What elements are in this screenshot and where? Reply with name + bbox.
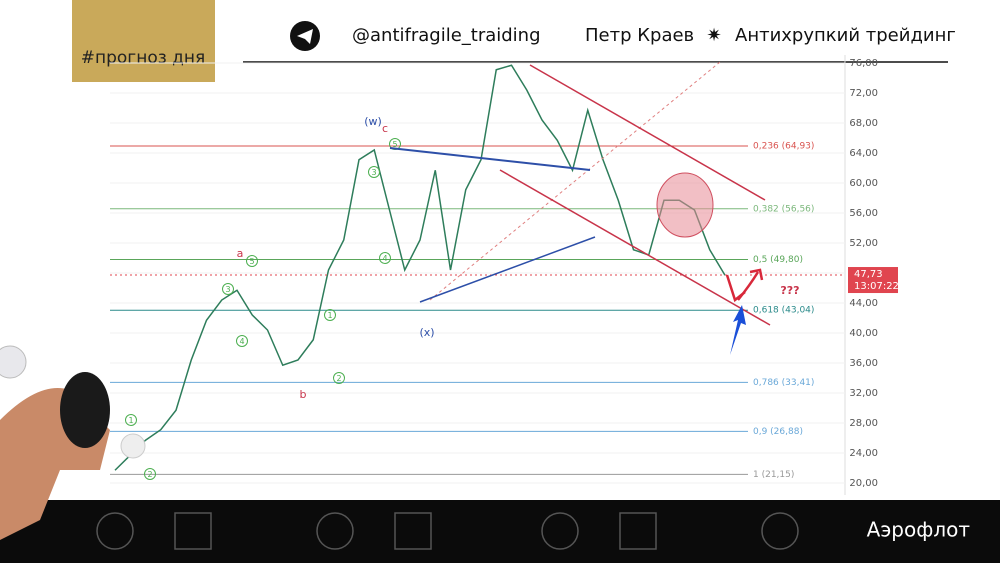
fib-label: 0,236 (64,93) bbox=[753, 142, 814, 152]
y-tick-label: 20,00 bbox=[849, 478, 878, 489]
wave-count: 3 bbox=[225, 285, 230, 294]
wave-label: (w) bbox=[364, 115, 382, 128]
wave-count: 5 bbox=[249, 257, 254, 266]
fib-label: 0,9 (26,88) bbox=[753, 427, 803, 437]
fib-label: 0,5 (49,80) bbox=[753, 255, 803, 265]
last-price-box bbox=[848, 267, 898, 294]
wave-count: 3 bbox=[371, 168, 376, 177]
wave-count-circle bbox=[144, 468, 156, 480]
last-price-label: 47,73 bbox=[854, 269, 883, 280]
wave-label: ??? bbox=[780, 284, 799, 297]
y-tick-label: 72,00 bbox=[849, 88, 878, 99]
wave-count-circle bbox=[333, 372, 345, 384]
pearl bbox=[0, 345, 27, 379]
wave-count-circle bbox=[236, 335, 248, 347]
footer-ornaments bbox=[96, 512, 799, 550]
y-tick-label: 64,00 bbox=[849, 148, 878, 159]
wave-count-circle bbox=[368, 166, 380, 178]
y-tick-label: 56,00 bbox=[849, 208, 878, 219]
brand: Антихрупкий трейдинг bbox=[735, 25, 956, 46]
fib-label: 0,786 (33,41) bbox=[753, 378, 814, 388]
y-tick-label: 76,00 bbox=[849, 58, 878, 69]
y-tick-label: 60,00 bbox=[849, 178, 878, 189]
wave-label: c bbox=[382, 122, 388, 135]
author: Петр Краев bbox=[585, 25, 694, 46]
plot: 20,0024,0028,0032,0036,0040,0044,0048,00… bbox=[110, 55, 899, 495]
fib-label: 0,618 (43,04) bbox=[753, 306, 814, 316]
footer-bar bbox=[0, 500, 1000, 563]
last-price-time: 13:07:22 bbox=[854, 281, 899, 292]
y-tick-label: 68,00 bbox=[849, 118, 878, 129]
y-tick-label: 52,00 bbox=[849, 238, 878, 249]
wave-count-circle bbox=[125, 414, 137, 426]
y-tick-label: 32,00 bbox=[849, 388, 878, 399]
triangle-lower bbox=[419, 236, 596, 303]
wave-count: 2 bbox=[147, 470, 152, 479]
channel-upper bbox=[529, 64, 766, 201]
y-tick-label: 36,00 bbox=[849, 358, 878, 369]
price-line bbox=[114, 64, 726, 471]
tag: #прогноз дня bbox=[81, 48, 206, 68]
wave-label: b bbox=[300, 388, 307, 401]
tag-box bbox=[72, 0, 215, 82]
channel: @antifragile_traiding bbox=[352, 25, 541, 46]
channel-lower bbox=[499, 169, 771, 326]
pearl bbox=[120, 433, 146, 459]
star: ✷ bbox=[706, 25, 721, 46]
blue-arrow bbox=[730, 305, 746, 355]
fib-label: 0,382 (56,56) bbox=[753, 204, 814, 214]
y-tick-label: 40,00 bbox=[849, 328, 878, 339]
y-tick-label: 44,00 bbox=[849, 298, 878, 309]
wave-count: 5 bbox=[392, 140, 397, 149]
trend-dotted bbox=[429, 61, 721, 301]
highlight-zone bbox=[656, 172, 714, 238]
y-tick-label: 28,00 bbox=[849, 418, 878, 429]
ticker: Аэрофлот bbox=[867, 518, 971, 542]
wave-count-circle bbox=[246, 255, 258, 267]
wave-label: a bbox=[237, 247, 244, 260]
wave-count: 4 bbox=[382, 254, 387, 263]
wave-count: 4 bbox=[239, 337, 244, 346]
wave-count: 1 bbox=[128, 416, 133, 425]
wave-count-circle bbox=[222, 283, 234, 295]
wave-count: 1 bbox=[327, 311, 332, 320]
wave-label: (x) bbox=[419, 326, 434, 339]
triangle-upper bbox=[389, 147, 591, 171]
telegram-plane bbox=[297, 29, 313, 44]
mouse bbox=[60, 372, 110, 448]
wave-count-circle bbox=[379, 252, 391, 264]
wave-count-circle bbox=[324, 309, 336, 321]
fib-label: 1 (21,15) bbox=[753, 470, 794, 480]
up-arrow bbox=[737, 268, 764, 301]
wave-count: 2 bbox=[336, 374, 341, 383]
y-tick-label: 24,00 bbox=[849, 448, 878, 459]
